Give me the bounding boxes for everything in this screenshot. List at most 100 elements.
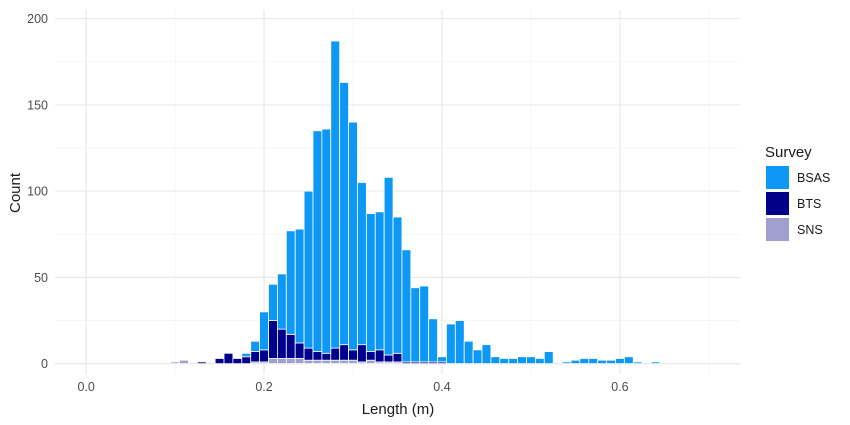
bar-bsas: [401, 249, 412, 363]
bar-bsas: [490, 356, 501, 365]
x-axis-ticks: 0.0 0.2 0.4 0.6: [77, 380, 628, 394]
bar-bsas: [357, 182, 367, 346]
bar-bsas: [303, 190, 314, 349]
bar-sns: [179, 359, 189, 365]
bar-bts: [214, 358, 225, 365]
bar-bsas: [419, 285, 430, 363]
bar-bsas: [259, 311, 269, 351]
legend-label-sns: SNS: [797, 223, 823, 237]
bar-sns: [330, 359, 341, 365]
bar-bsas: [597, 359, 607, 365]
y-axis-title: Count: [7, 172, 24, 213]
legend-label-bsas: BSAS: [797, 171, 830, 185]
legend-key-sns: [766, 218, 789, 241]
bar-bts: [357, 344, 367, 363]
x-axis-title: Length (m): [362, 401, 435, 418]
bar-bsas: [454, 320, 465, 365]
bar-bsas: [579, 358, 590, 365]
bar-bsas: [606, 359, 616, 365]
bar-bsas: [374, 211, 385, 351]
bar-bts: [365, 351, 376, 361]
bar-bsas: [348, 121, 358, 351]
bar-bts: [241, 356, 252, 365]
bar-sns: [170, 361, 180, 365]
x-tick-label: 0.0: [77, 380, 94, 394]
x-tick-label: 0.6: [611, 380, 628, 394]
bar-bsas: [534, 358, 545, 365]
bar-bsas: [392, 216, 403, 354]
bar-bsas: [472, 349, 483, 365]
bar-bsas: [437, 356, 447, 363]
bar-bts: [374, 349, 385, 363]
bar-bsas: [330, 40, 341, 349]
bar-bts: [294, 342, 305, 359]
bar-bsas: [285, 230, 296, 335]
bar-sns: [303, 359, 314, 365]
y-tick-label: 100: [27, 185, 48, 199]
legend-key-bts: [766, 192, 789, 215]
bar-bts: [277, 328, 287, 359]
y-tick-label: 50: [34, 271, 48, 285]
bar-bsas: [526, 356, 536, 365]
bar-bts: [196, 361, 207, 365]
bar-sns: [294, 358, 305, 365]
bar-bts: [330, 347, 341, 361]
bar-bts: [321, 352, 332, 361]
bar-sns: [268, 358, 278, 365]
bar-bsas: [588, 358, 599, 365]
bar-bts: [312, 351, 323, 361]
bar-bsas: [481, 344, 492, 365]
bar-bsas: [615, 358, 625, 365]
y-axis-ticks: 0 50 100 150 200: [27, 12, 48, 371]
bar-bts: [285, 333, 296, 359]
legend-title: Survey: [765, 144, 812, 161]
bar-sns: [365, 359, 376, 365]
y-tick-label: 150: [27, 98, 48, 112]
bar-bts: [392, 352, 403, 363]
bar-bsas: [277, 273, 287, 330]
bar-bsas: [543, 351, 554, 365]
bar-bts: [303, 347, 314, 361]
legend: Survey BSAS BTS SNS: [765, 144, 830, 241]
bar-sns: [348, 359, 358, 365]
bar-bts: [383, 354, 394, 363]
legend-key-bsas: [766, 166, 789, 189]
y-tick-label: 0: [41, 357, 48, 371]
bar-bts: [250, 351, 261, 363]
bar-bts: [339, 344, 349, 361]
bar-bsas: [241, 352, 252, 358]
bar-bsas: [463, 340, 474, 365]
y-tick-label: 200: [27, 12, 48, 26]
bar-bsas: [632, 361, 643, 365]
bar-bsas: [561, 361, 572, 365]
bar-bsas: [339, 82, 349, 346]
bar-bsas: [517, 356, 527, 365]
bar-bsas: [446, 323, 456, 365]
bar-bts: [223, 352, 234, 365]
bar-bsas: [312, 130, 323, 352]
bar-sns: [321, 359, 332, 365]
bar-bts: [232, 358, 243, 365]
bar-bsas: [383, 176, 394, 356]
bar-sns: [285, 358, 296, 365]
bar-bsas: [365, 213, 376, 352]
bars: [170, 40, 661, 365]
bar-sns: [339, 359, 349, 365]
bar-bts: [268, 320, 278, 359]
bar-bsas: [570, 359, 581, 365]
bar-bsas: [499, 358, 510, 365]
bar-bsas: [623, 356, 634, 365]
bar-bsas: [321, 128, 332, 354]
bar-bsas: [650, 361, 661, 365]
bar-sns: [277, 358, 287, 365]
bar-bsas: [410, 287, 421, 363]
legend-label-bts: BTS: [797, 197, 821, 211]
bar-bsas: [268, 283, 278, 321]
x-tick-label: 0.4: [433, 380, 450, 394]
x-tick-label: 0.2: [255, 380, 272, 394]
bar-bts: [348, 349, 358, 361]
bar-bsas: [508, 358, 518, 365]
bar-bsas: [250, 340, 261, 352]
bar-bsas: [294, 228, 305, 344]
